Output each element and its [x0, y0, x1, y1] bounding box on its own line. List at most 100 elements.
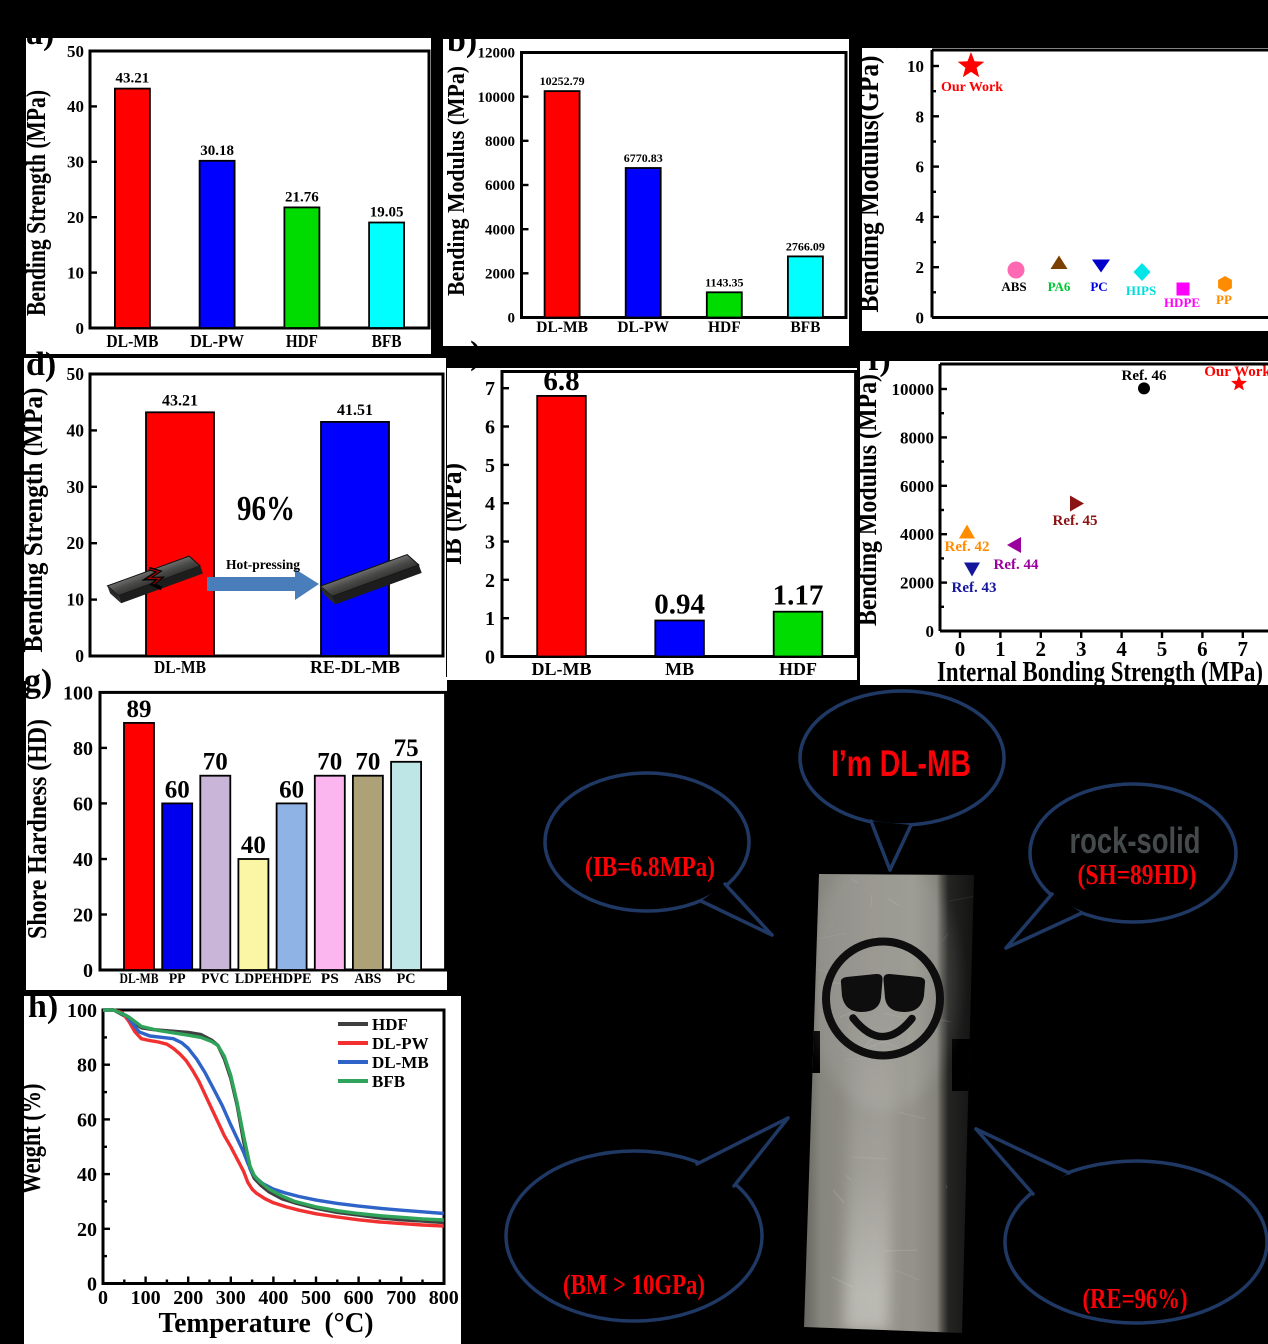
svg-text:Internal Bonding Strength (MPa: Internal Bonding Strength (MPa) [937, 656, 1263, 685]
svg-text:Our Work: Our Work [941, 80, 1003, 95]
svg-text:Bending Strength (MPa): Bending Strength (MPa) [24, 388, 48, 653]
svg-text:70: 70 [317, 749, 342, 776]
svg-text:40: 40 [77, 1164, 97, 1186]
svg-text:10: 10 [67, 263, 84, 282]
svg-text:19.05: 19.05 [370, 205, 404, 221]
svg-text:6: 6 [485, 417, 495, 439]
svg-text:40: 40 [241, 832, 266, 859]
svg-text:700: 700 [386, 1287, 416, 1309]
svg-text:10: 10 [67, 590, 85, 610]
svg-text:0: 0 [87, 1274, 97, 1296]
svg-text:2000: 2000 [485, 266, 515, 282]
svg-text:60: 60 [165, 776, 190, 803]
svg-text:Ref. 46: Ref. 46 [1122, 368, 1167, 384]
svg-text:8: 8 [916, 107, 925, 126]
svg-text:800: 800 [429, 1287, 459, 1309]
svg-text:DL-MB: DL-MB [120, 971, 159, 987]
svg-text:HDPE: HDPE [1164, 295, 1200, 310]
svg-text:0: 0 [955, 637, 966, 661]
svg-text:5: 5 [485, 455, 495, 477]
svg-text:300: 300 [216, 1287, 246, 1309]
svg-text:6.8: 6.8 [543, 368, 579, 397]
svg-text:20: 20 [73, 905, 93, 927]
svg-text:(IB=6.8MPa): (IB=6.8MPa) [585, 851, 715, 883]
svg-text:DL-MB: DL-MB [372, 1053, 429, 1072]
svg-text:60: 60 [73, 793, 93, 815]
svg-text:HDF: HDF [372, 1015, 408, 1034]
svg-text:2766.09: 2766.09 [786, 239, 825, 253]
svg-text:Bending Modulus (MPa): Bending Modulus (MPa) [860, 374, 882, 626]
svg-text:12000: 12000 [478, 46, 516, 62]
svg-text:70: 70 [355, 749, 380, 776]
svg-text:10000: 10000 [478, 90, 516, 106]
svg-text:Temperature (°C): Temperature (°C) [159, 1308, 374, 1339]
svg-text:80: 80 [73, 738, 93, 760]
svg-text:6000: 6000 [900, 477, 934, 496]
svg-text:40: 40 [73, 849, 93, 871]
svg-text:Bending Modulus(GPa): Bending Modulus(GPa) [862, 56, 885, 313]
svg-text:Bending Modulus (MPa): Bending Modulus (MPa) [443, 66, 470, 296]
svg-text:0: 0 [98, 1287, 108, 1309]
svg-text:3: 3 [485, 532, 495, 554]
svg-text:HDF: HDF [708, 319, 741, 336]
svg-text:Our Work: Our Work [1204, 364, 1268, 380]
svg-text:LDPE: LDPE [235, 971, 272, 987]
svg-text:70: 70 [203, 749, 228, 776]
svg-text:5: 5 [1157, 637, 1168, 661]
svg-text:HDF: HDF [779, 659, 817, 679]
svg-text:HDPE: HDPE [272, 971, 312, 987]
svg-text:30.18: 30.18 [200, 143, 234, 159]
svg-text:10000: 10000 [892, 380, 935, 399]
svg-text:1: 1 [995, 637, 1006, 661]
svg-text:PC: PC [1090, 279, 1107, 294]
svg-text:41.51: 41.51 [337, 402, 373, 419]
svg-text:DL-MB: DL-MB [536, 319, 588, 336]
svg-text:2000: 2000 [900, 574, 934, 593]
svg-text:PA6: PA6 [1048, 279, 1071, 294]
svg-text:DL-MB: DL-MB [532, 659, 592, 679]
svg-text:2: 2 [1036, 637, 1047, 661]
svg-text:100: 100 [131, 1287, 161, 1309]
svg-text:50: 50 [67, 364, 85, 384]
svg-text:Ref. 45: Ref. 45 [1053, 513, 1098, 529]
svg-text:PP: PP [169, 971, 186, 987]
svg-text:IB (MPa): IB (MPa) [447, 463, 468, 565]
svg-text:0: 0 [926, 622, 935, 641]
svg-text:Ref. 42: Ref. 42 [945, 539, 990, 555]
svg-text:60: 60 [279, 776, 304, 803]
svg-text:20: 20 [77, 1219, 97, 1241]
svg-text:ABS: ABS [1001, 279, 1026, 294]
svg-text:4: 4 [916, 208, 925, 227]
svg-text:0.94: 0.94 [654, 589, 705, 621]
svg-text:Ref. 44: Ref. 44 [994, 557, 1039, 573]
svg-text:100: 100 [63, 682, 93, 704]
svg-text:7: 7 [1238, 637, 1249, 661]
svg-text:6000: 6000 [485, 178, 515, 194]
svg-text:rock-solid: rock-solid [1070, 820, 1201, 861]
svg-text:75: 75 [394, 735, 419, 762]
svg-text:DL-PW: DL-PW [190, 331, 244, 351]
svg-text:60: 60 [77, 1109, 97, 1131]
svg-text:BFB: BFB [372, 331, 402, 351]
svg-text:(SH=89HD): (SH=89HD) [1078, 859, 1197, 891]
svg-text:RE-DL-MB: RE-DL-MB [310, 657, 400, 677]
svg-text:DL-PW: DL-PW [617, 319, 669, 336]
svg-text:6: 6 [1197, 637, 1208, 661]
svg-text:30: 30 [67, 477, 85, 497]
svg-text:4: 4 [1116, 637, 1127, 661]
svg-text:1143.35: 1143.35 [705, 275, 743, 289]
svg-text:DL-MB: DL-MB [154, 657, 206, 677]
svg-text:0: 0 [485, 647, 495, 669]
svg-text:30: 30 [67, 153, 84, 172]
svg-text:ABS: ABS [354, 971, 381, 987]
svg-text:MB: MB [665, 659, 694, 679]
svg-text:Ref. 43: Ref. 43 [952, 580, 997, 596]
svg-text:PS: PS [321, 971, 339, 987]
svg-text:21.76: 21.76 [285, 189, 319, 205]
svg-text:0: 0 [508, 311, 516, 327]
svg-text:7: 7 [485, 378, 495, 400]
svg-text:2: 2 [485, 570, 495, 592]
svg-text:0: 0 [76, 319, 85, 338]
svg-text:400: 400 [258, 1287, 288, 1309]
svg-text:500: 500 [301, 1287, 331, 1309]
